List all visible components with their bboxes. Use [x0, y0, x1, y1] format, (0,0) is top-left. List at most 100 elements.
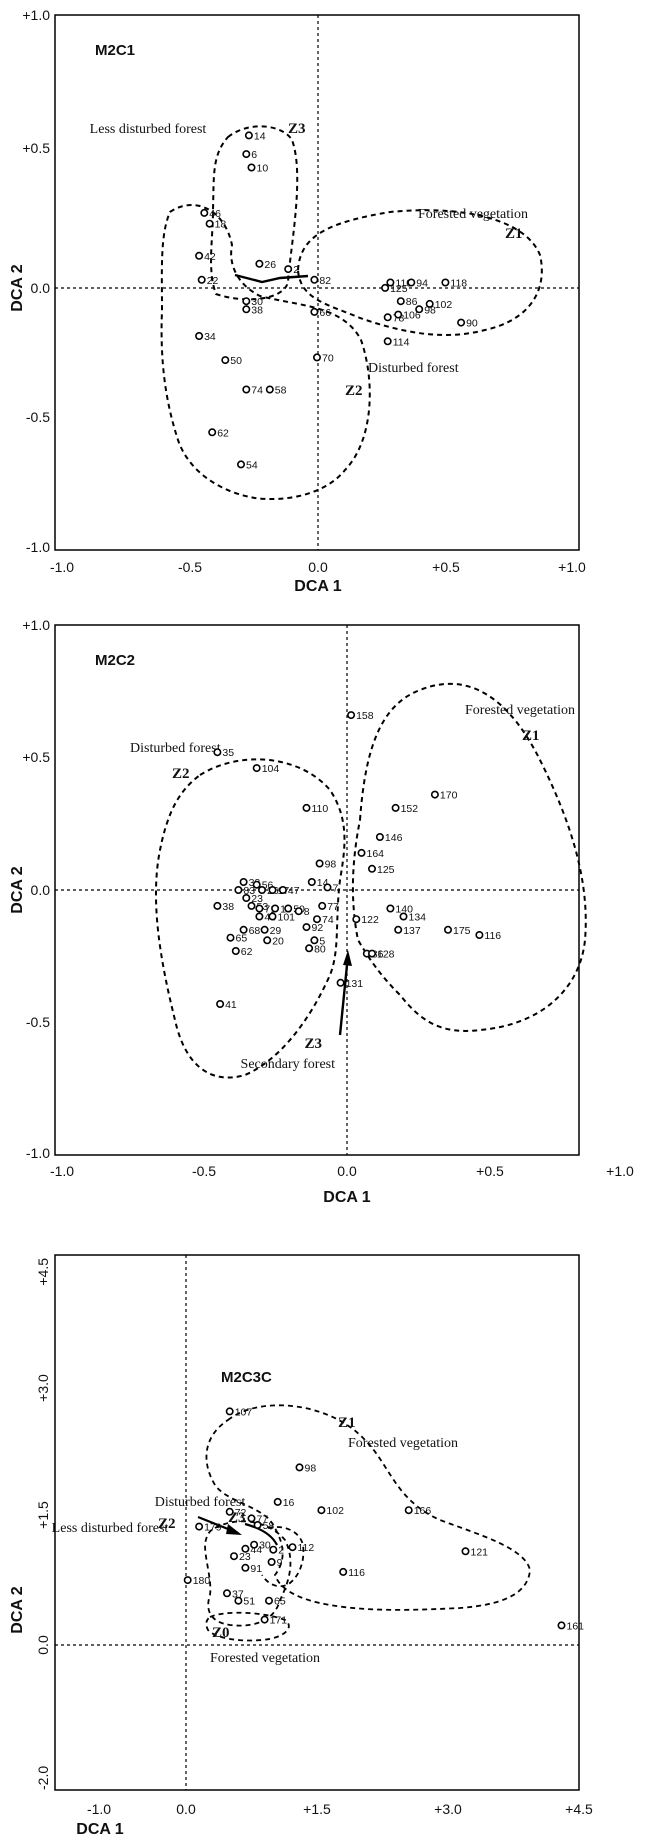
data-point	[381, 283, 390, 292]
point-label: 116	[348, 1567, 365, 1579]
point-label: 74	[322, 914, 334, 926]
point-label: 122	[361, 914, 379, 926]
zone-label: Disturbed forest	[368, 361, 459, 376]
data-point	[315, 859, 324, 868]
data-point	[318, 901, 327, 910]
point-label: 37	[232, 1588, 244, 1600]
data-point	[241, 1563, 250, 1572]
data-point	[264, 1596, 273, 1605]
zone-label: Disturbed forest	[130, 741, 221, 756]
point-label: 171	[270, 1615, 288, 1627]
point-label: 6	[251, 149, 257, 161]
point-label: 58	[275, 385, 287, 397]
zone-id: Z2	[158, 1516, 176, 1532]
point-label: 54	[246, 459, 258, 471]
data-point	[305, 944, 314, 953]
point-label: 112	[298, 1542, 315, 1554]
data-point	[231, 946, 240, 955]
point-label: 41	[225, 999, 237, 1011]
point-label: 68	[249, 925, 261, 937]
data-point	[425, 299, 434, 308]
point-label: 9	[277, 1557, 283, 1569]
data-point	[310, 936, 319, 945]
zone-label: Disturbed forest	[155, 1495, 246, 1510]
x-tick: 0.0	[308, 559, 328, 575]
zone-z3-outline	[261, 1526, 305, 1588]
point-label: 86	[406, 296, 418, 308]
zone-z1-outline	[296, 209, 543, 336]
data-point	[367, 864, 376, 873]
data-point	[260, 925, 269, 934]
x-axis-title: DCA 1	[294, 578, 342, 595]
data-point	[234, 1596, 243, 1605]
y-tick: +0.5	[22, 140, 50, 156]
data-point	[195, 331, 204, 340]
data-point	[391, 803, 400, 812]
y-tick: 0.0	[35, 1635, 51, 1655]
zone-z1-outline	[205, 1404, 531, 1611]
point-label: 175	[453, 925, 471, 937]
point-label: 98	[305, 1462, 317, 1474]
data-point	[265, 385, 274, 394]
point-label: 30	[251, 296, 263, 308]
point-label: 106	[403, 310, 421, 322]
point-label: 56	[262, 880, 274, 892]
x-tick: +3.0	[434, 1801, 462, 1817]
point-label: 125	[390, 283, 408, 295]
point-label: 158	[356, 710, 374, 722]
x-tick: -0.5	[178, 559, 202, 575]
zone-id: Z2	[345, 383, 363, 399]
y-tick: +3.0	[35, 1374, 51, 1402]
data-point	[295, 1463, 304, 1472]
y-axis-title: DCA 2	[9, 264, 26, 312]
data-point	[268, 885, 277, 894]
data-point	[347, 711, 356, 720]
point-label: 65	[274, 1596, 286, 1608]
point-label: 82	[319, 275, 331, 287]
point-label: 72	[235, 1507, 247, 1519]
x-tick: -1.0	[50, 1163, 74, 1179]
zone-outlines	[154, 682, 587, 1079]
data-point	[237, 460, 246, 469]
x-axis-title: DCA 1	[323, 1189, 371, 1206]
y-tick: +1.0	[22, 617, 50, 633]
point-label: 180	[193, 1575, 211, 1587]
data-point	[263, 936, 272, 945]
panel-title: M2C3C	[221, 1369, 272, 1386]
data-point	[195, 1522, 204, 1531]
point-label: 94	[416, 278, 428, 290]
data-point	[310, 275, 319, 284]
x-tick: +0.5	[432, 559, 460, 575]
y-tick: 0.0	[31, 882, 51, 898]
point-label: 65	[236, 933, 248, 945]
z3-arrow-line	[338, 954, 350, 1036]
point-label: 42	[204, 251, 216, 263]
z3-connector	[244, 1522, 278, 1546]
data-point	[407, 278, 416, 287]
data-point	[557, 1621, 566, 1630]
zone-label: Forested vegetation	[418, 207, 528, 222]
data-point	[336, 978, 345, 987]
point-label: 131	[346, 978, 364, 990]
point-label: 90	[466, 318, 478, 330]
zone-label: Less disturbed forest	[90, 122, 207, 137]
point-label: 71	[264, 904, 276, 916]
data-point	[399, 912, 408, 921]
y-tick: +1.0	[22, 7, 50, 23]
z2-arrow-head	[226, 1524, 242, 1535]
point-label: 134	[409, 912, 427, 924]
data-point	[461, 1547, 470, 1556]
point-label: 62	[241, 946, 253, 958]
point-label: 166	[414, 1505, 432, 1517]
point-label: 20	[272, 935, 284, 947]
y-tick: +0.5	[22, 749, 50, 765]
point-label: 77	[327, 901, 339, 913]
data-point	[216, 999, 225, 1008]
point-label: 58	[263, 1520, 275, 1532]
data-point	[441, 278, 450, 287]
x-tick: -1.0	[50, 559, 74, 575]
data-point	[213, 901, 222, 910]
point-label: 38	[251, 304, 263, 316]
point-label: 46	[209, 208, 221, 220]
